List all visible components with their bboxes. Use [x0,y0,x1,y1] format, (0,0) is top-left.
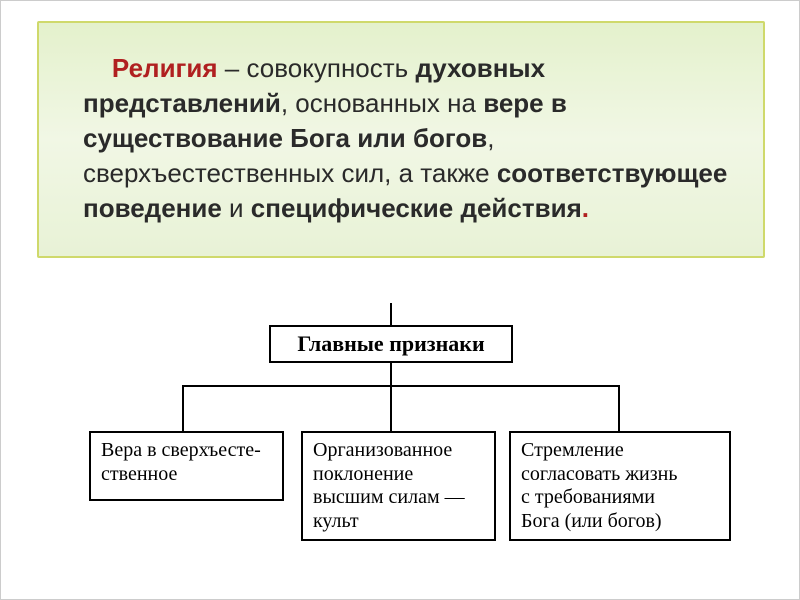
connector-stem-top [390,303,392,325]
def-t4: и [222,193,251,223]
diagram-node-1-label: Организованноепоклонениевысшим силам —ку… [313,439,465,533]
connector-hbar [182,385,620,387]
diagram-node-2: Стремлениесогласовать жизньс требованиям… [509,431,731,541]
def-b4: специфические действия [251,193,582,223]
diagram-root: Главные признаки [269,325,513,363]
definition-box: Религия – совокупность духовных представ… [37,21,765,258]
term: Религия [112,53,218,83]
connector-stem-bottom [390,363,392,385]
def-period: . [582,193,589,223]
dash: – [218,53,247,83]
diagram-node-0: Вера в сверхъесте-ственное [89,431,284,501]
diagram-root-label: Главные признаки [297,331,484,357]
connector-drop-0 [182,385,184,431]
diagram-node-2-label: Стремлениесогласовать жизньс требованиям… [521,439,677,533]
connector-drop-2 [618,385,620,431]
diagram-node-1: Организованноепоклонениевысшим силам —ку… [301,431,496,541]
definition-text: Религия – совокупность духовных представ… [83,51,729,226]
diagram-node-0-label: Вера в сверхъесте-ственное [101,439,261,493]
diagram: Главные признаки Вера в сверхъесте-ствен… [1,303,800,593]
def-t2: , основанных на [281,88,483,118]
def-t1: совокупность [246,53,415,83]
connector-drop-1 [390,385,392,431]
